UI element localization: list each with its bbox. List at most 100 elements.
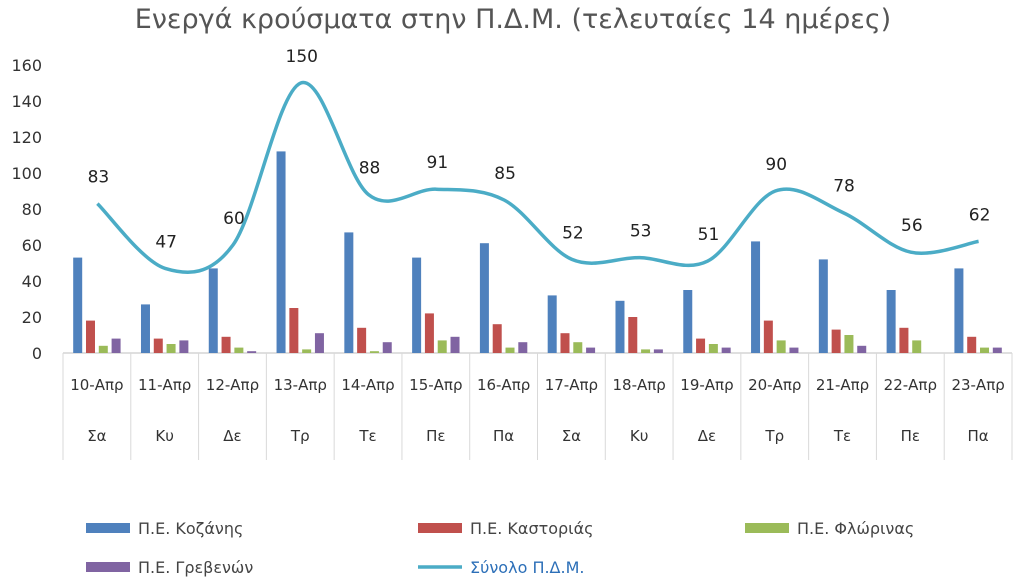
x-tick-label: 16-Απρ [477, 376, 530, 394]
y-tick-label: 40 [22, 272, 42, 291]
bar [221, 336, 231, 353]
bar [382, 342, 392, 353]
bar [628, 317, 638, 353]
day-label: Πε [901, 427, 920, 445]
bar [789, 347, 799, 353]
bar [615, 300, 625, 353]
x-tick-label: 10-Απρ [70, 376, 123, 394]
bar [111, 338, 121, 353]
data-label: 83 [88, 168, 110, 188]
bar [857, 345, 867, 353]
bar [696, 338, 706, 353]
y-tick-label: 160 [11, 56, 42, 75]
bar [234, 347, 244, 353]
data-label: 60 [223, 209, 245, 229]
data-label: 90 [765, 155, 787, 175]
data-label: 150 [286, 47, 318, 67]
day-label: Πα [968, 427, 989, 445]
day-label: Τε [833, 427, 851, 445]
bar [73, 257, 83, 353]
bar [653, 349, 663, 353]
bar [505, 347, 515, 353]
data-label: 88 [359, 159, 381, 179]
day-label: Τρ [290, 427, 310, 445]
legend-label: Π.Ε. Γρεβενών [138, 558, 253, 577]
bar [776, 340, 786, 353]
x-tick-label: 18-Απρ [613, 376, 666, 394]
data-label: 56 [901, 216, 923, 236]
day-label: Κυ [630, 427, 649, 445]
x-tick-label: 23-Απρ [951, 376, 1004, 394]
bar [344, 232, 354, 353]
y-axis: 0 20 40 60 80 100 120 140 160 [11, 56, 42, 363]
y-tick-label: 60 [22, 236, 42, 255]
bar [683, 290, 693, 353]
legend-swatch [745, 523, 789, 533]
day-label: Τρ [764, 427, 784, 445]
bar [721, 347, 731, 353]
bar [980, 347, 990, 353]
data-label: 51 [698, 225, 720, 245]
bar [369, 351, 379, 353]
data-label: 62 [969, 205, 991, 225]
y-tick-label: 120 [11, 128, 42, 147]
legend-swatch [86, 523, 130, 533]
total-line [96, 81, 979, 274]
bar [314, 333, 324, 353]
bar [450, 336, 460, 353]
bar-series-group [73, 151, 1002, 353]
data-label: 53 [630, 222, 652, 242]
data-label: 78 [833, 177, 855, 197]
bar [954, 268, 964, 353]
x-tick-label: 20-Απρ [748, 376, 801, 394]
bar [708, 344, 718, 353]
bar [85, 320, 95, 353]
legend-swatch [86, 562, 130, 572]
bar [492, 324, 502, 353]
bar [302, 349, 312, 353]
day-label: Σα [87, 427, 106, 445]
bar [641, 349, 651, 353]
bar [276, 151, 286, 353]
bar [751, 241, 761, 353]
bar [424, 313, 434, 353]
x-tick-label: 11-Απρ [138, 376, 191, 394]
bar [547, 295, 557, 353]
data-label: 91 [427, 153, 449, 173]
y-tick-label: 0 [32, 344, 42, 363]
bar [153, 338, 163, 353]
total-line-group: 83 47 60 150 88 91 85 52 53 51 90 78 56 62 [88, 47, 991, 274]
bar [818, 259, 828, 353]
x-tick-label: 19-Απρ [680, 376, 733, 394]
bar [412, 257, 422, 353]
bar [831, 329, 841, 353]
bar [437, 340, 447, 353]
data-label: 85 [494, 164, 516, 184]
x-tick-label: 15-Απρ [409, 376, 462, 394]
bar [518, 342, 528, 353]
legend-label: Π.Ε. Φλώρινας [797, 519, 914, 538]
bar [140, 304, 150, 353]
bar [912, 340, 922, 353]
x-tick-label: 14-Απρ [341, 376, 394, 394]
data-label: 52 [562, 223, 584, 243]
legend: Π.Ε. Κοζάνης Π.Ε. Καστοριάς Π.Ε. Φλώρινας Π… [86, 519, 914, 577]
x-axis: 10-Απρ 11-Απρ 12-Απρ 13-Απρ 14-Απρ 15-Απρ 16-Α… [62, 352, 1013, 460]
legend-label: Π.Ε. Κοζάνης [138, 519, 243, 538]
bar [479, 243, 489, 353]
bar [179, 340, 189, 353]
bar [586, 347, 596, 353]
bar [98, 345, 108, 353]
chart-title: Ενεργά κρούσματα στην Π.Δ.Μ. (τελευταίες… [135, 4, 891, 35]
day-label: Κυ [155, 427, 174, 445]
bar [967, 336, 977, 353]
x-tick-label: 21-Απρ [816, 376, 869, 394]
data-label: 47 [155, 232, 177, 252]
day-label: Σα [562, 427, 581, 445]
x-tick-label: 17-Απρ [545, 376, 598, 394]
bar [208, 268, 218, 353]
day-label: Πα [493, 427, 514, 445]
y-tick-label: 20 [22, 308, 42, 327]
